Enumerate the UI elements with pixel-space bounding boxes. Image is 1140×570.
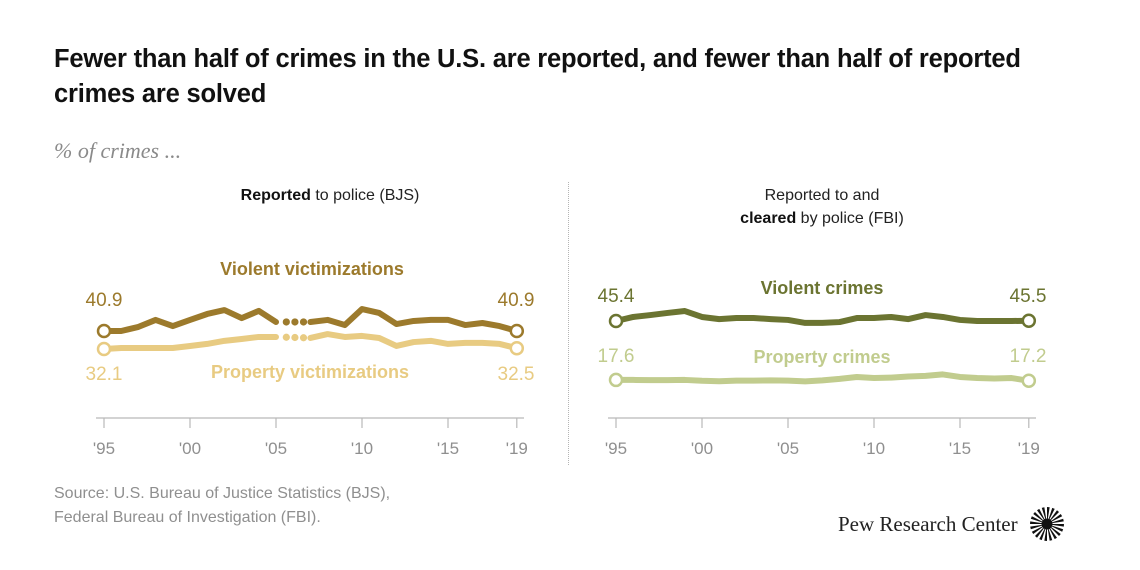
bjs-x-tick-label: '05 (265, 439, 287, 458)
right-panel-title-line1: Reported to and (764, 187, 880, 204)
sunburst-ray (1031, 524, 1045, 534)
sunburst-ray (1047, 507, 1055, 523)
sunburst-ray (1048, 518, 1064, 524)
fbi-x-tick-label: '15 (949, 439, 971, 458)
property-victimizations-end-marker (509, 340, 525, 356)
sunburst-ray (1048, 524, 1063, 532)
right-panel-title: Reported to and cleared by police (FBI) (652, 184, 992, 230)
fbi-x-tick-label: '00 (691, 439, 713, 458)
logo-text: Pew Research Center (838, 511, 1018, 536)
sunburst-ray (1032, 511, 1046, 523)
property-crimes-series-label: Property crimes (753, 347, 890, 367)
pew-logo: Pew Research Center (838, 505, 1066, 543)
left-panel-title-rest: to police (BJS) (310, 187, 420, 204)
violent-victimizations-start-label: 40.9 (86, 290, 123, 311)
right-panel-title-rest: by police (FBI) (796, 210, 904, 227)
violent-victimizations-line (101, 307, 279, 334)
sunburst-ray (1029, 521, 1045, 524)
violent-victimizations-gap-dot (299, 318, 308, 326)
sunburst-ray (1047, 525, 1057, 540)
fbi-x-tick-label: '95 (605, 439, 627, 458)
sunburst-center (1041, 518, 1053, 530)
pew-sunburst-icon (1029, 507, 1064, 541)
violent-crimes-series-label: Violent crimes (761, 278, 884, 298)
sunburst-ray (1036, 508, 1046, 523)
violent-crimes-end-label: 45.5 (1010, 286, 1047, 307)
property-victimizations-line (101, 333, 279, 353)
property-crimes-end-label: 17.2 (1010, 346, 1047, 367)
property-victimizations-line (307, 331, 520, 352)
violent-crimes-end-marker (1021, 313, 1037, 329)
bjs-x-tick-label: '95 (93, 439, 115, 458)
sunburst-ray (1030, 516, 1045, 524)
property-victimizations-start-marker (96, 341, 112, 357)
sunburst-ray (1048, 514, 1062, 524)
left-panel-title: Reported to police (BJS) (160, 184, 500, 207)
source-line-2: Federal Bureau of Investigation (FBI). (54, 509, 321, 526)
bjs-x-tick-label: '15 (437, 439, 459, 458)
panel-divider (568, 182, 569, 465)
property-crimes-start-label: 17.6 (598, 346, 635, 367)
property-crimes-end-marker (1021, 373, 1037, 389)
property-victimizations-end-label: 32.5 (498, 364, 535, 385)
chart-subtitle: % of crimes ... (54, 138, 182, 163)
right-panel-title-bold: cleared (740, 210, 797, 227)
sunburst-ray (1029, 524, 1045, 530)
violent-victimizations-end-marker (509, 323, 525, 339)
bjs-x-tick-label: '19 (506, 439, 528, 458)
property-crimes-line (613, 371, 1032, 385)
sunburst-ray (1048, 525, 1061, 537)
sunburst-ray (1046, 507, 1050, 523)
sunburst-ray (1034, 525, 1046, 538)
property-crimes-start-marker (608, 372, 624, 388)
property-victimizations-gap-dot (282, 333, 290, 341)
sunburst-ray (1041, 507, 1047, 523)
violent-victimizations-series-label: Violent victimizations (220, 259, 404, 279)
violent-crimes-line (613, 308, 1032, 326)
property-victimizations-gap-dot (291, 333, 299, 342)
sunburst-ray (1043, 525, 1047, 541)
violent-victimizations-line (307, 306, 520, 334)
fbi-x-tick-label: '19 (1018, 439, 1040, 458)
fbi-x-tick-label: '10 (863, 439, 885, 458)
sunburst-ray (1046, 525, 1052, 541)
violent-victimizations-end-label: 40.9 (498, 290, 535, 311)
bjs-x-tick-label: '00 (179, 439, 201, 458)
violent-crimes-start-marker (608, 313, 624, 329)
sunburst-ray (1047, 510, 1059, 523)
chart-title: Fewer than half of crimes in the U.S. ar… (54, 45, 1021, 108)
violent-victimizations-gap-dot (291, 318, 299, 326)
source-line-1: Source: U.S. Bureau of Justice Statistic… (54, 485, 391, 502)
source-note: Source: U.S. Bureau of Justice Statistic… (54, 482, 390, 530)
violent-victimizations-gap-dot (282, 318, 290, 326)
violent-victimizations-start-marker (96, 323, 112, 339)
sunburst-ray (1038, 525, 1046, 541)
property-victimizations-start-label: 32.1 (86, 364, 123, 385)
sunburst-ray (1048, 524, 1064, 527)
property-victimizations-gap-dot (299, 334, 308, 342)
bjs-x-tick-label: '10 (351, 439, 373, 458)
fbi-x-tick-label: '05 (777, 439, 799, 458)
property-victimizations-series-label: Property victimizations (211, 362, 409, 382)
left-panel-title-bold: Reported (240, 187, 311, 204)
violent-crimes-start-label: 45.4 (598, 286, 635, 307)
